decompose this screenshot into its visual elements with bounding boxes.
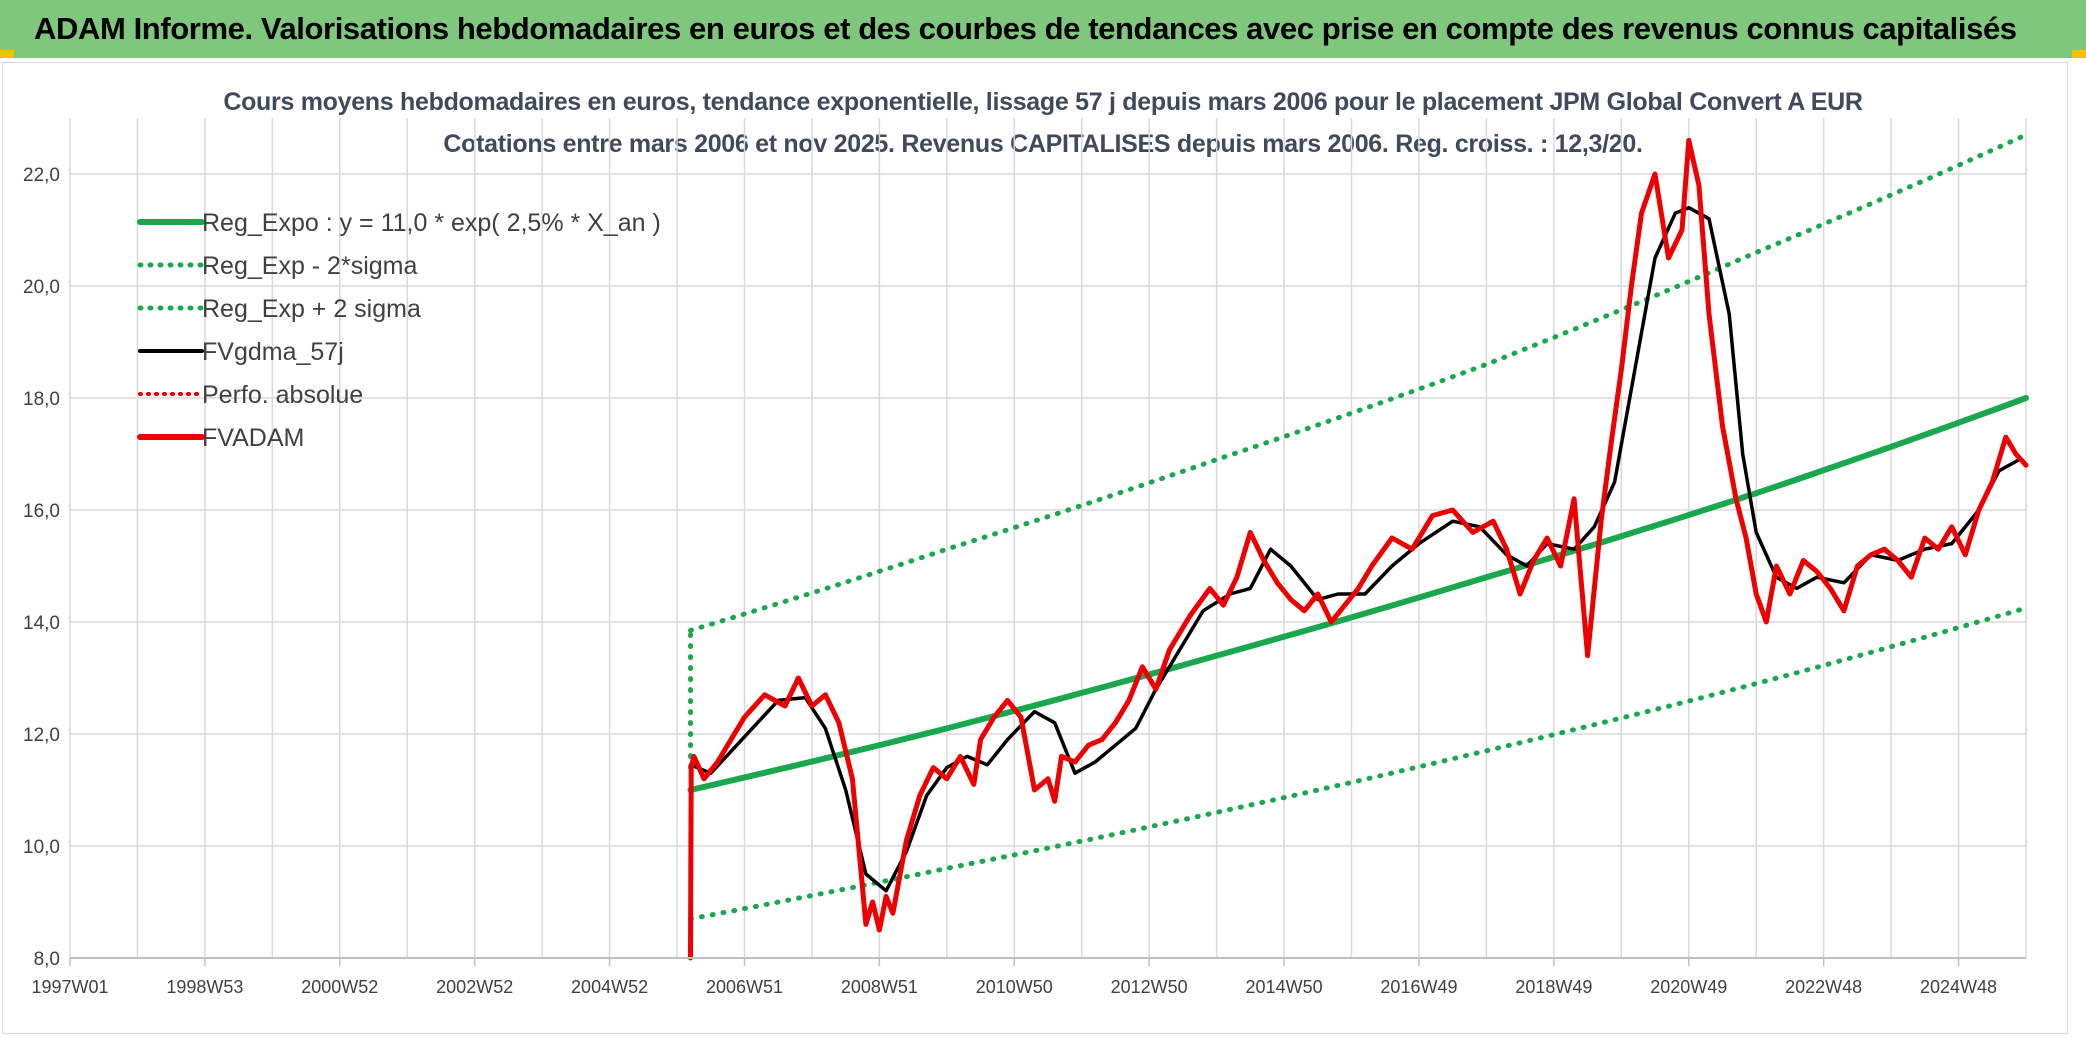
axes: 8,0 10,0 12,0 14,0 16,0 18,0 20,0 22,0 1997W01 19… — [23, 165, 2026, 997]
corner-mark-right — [2072, 50, 2086, 58]
x-tick-label: 2008W51 — [841, 977, 918, 997]
banner-title: ADAM Informe. Valorisations hebdomadaire… — [34, 11, 2017, 46]
x-tick-label: 2000W52 — [301, 977, 378, 997]
x-tick-label: 2014W50 — [1246, 977, 1323, 997]
reg-exp-plus-2sigma-line — [688, 132, 2029, 633]
reg-exp-minus-2sigma-line — [688, 605, 2029, 922]
x-tick-label: 2022W48 — [1785, 977, 1862, 997]
legend-label: Reg_Exp + 2 sigma — [202, 295, 421, 323]
legend-label: Reg_Expo : y = 11,0 * exp( 2,5% * X_an ) — [202, 209, 661, 237]
y-tick-label: 14,0 — [23, 613, 60, 634]
x-tick-label: 2012W50 — [1111, 977, 1188, 997]
x-tick-label: 2004W52 — [571, 977, 648, 997]
y-tick-label: 8,0 — [34, 949, 60, 970]
x-tick-label: 2002W52 — [436, 977, 513, 997]
chart-title-line1: Cours moyens hebdomadaires en euros, ten… — [223, 88, 1863, 116]
x-tick-label: 1997W01 — [31, 977, 108, 997]
x-tick-label: 2010W50 — [976, 977, 1053, 997]
chart-title-line2: Cotations entre mars 2006 et nov 2025. R… — [443, 130, 1643, 158]
corner-mark-left — [0, 50, 14, 58]
y-tick-label: 18,0 — [23, 389, 60, 410]
banner: ADAM Informe. Valorisations hebdomadaire… — [0, 0, 2086, 58]
x-tick-label: 2024W48 — [1920, 977, 1997, 997]
legend-label: FVADAM — [202, 424, 304, 452]
x-tick-label: 2020W49 — [1650, 977, 1727, 997]
x-tick-label: 2018W49 — [1515, 977, 1592, 997]
legend-label: FVgdma_57j — [202, 338, 344, 366]
reg-expo-line — [687, 395, 2029, 793]
grid — [69, 118, 2027, 959]
legend: Reg_Expo : y = 11,0 * exp( 2,5% * X_an )… — [137, 209, 661, 452]
y-tick-label: 20,0 — [23, 277, 60, 298]
series-layer — [687, 132, 2029, 961]
y-tick-label: 22,0 — [23, 165, 60, 186]
y-tick-label: 16,0 — [23, 501, 60, 522]
legend-label: Perfo. absolue — [202, 381, 363, 409]
x-tick-label: 2006W51 — [706, 977, 783, 997]
chart-area — [2, 62, 2068, 1034]
y-tick-label: 10,0 — [23, 837, 60, 858]
y-tick-label: 12,0 — [23, 725, 60, 746]
legend-label: Reg_Exp - 2*sigma — [202, 252, 417, 280]
fvadam-line — [688, 137, 2029, 961]
fvgdma-57j-line — [688, 205, 2022, 893]
x-tick-label: 1998W53 — [166, 977, 243, 997]
x-tick-label: 2016W49 — [1380, 977, 1457, 997]
